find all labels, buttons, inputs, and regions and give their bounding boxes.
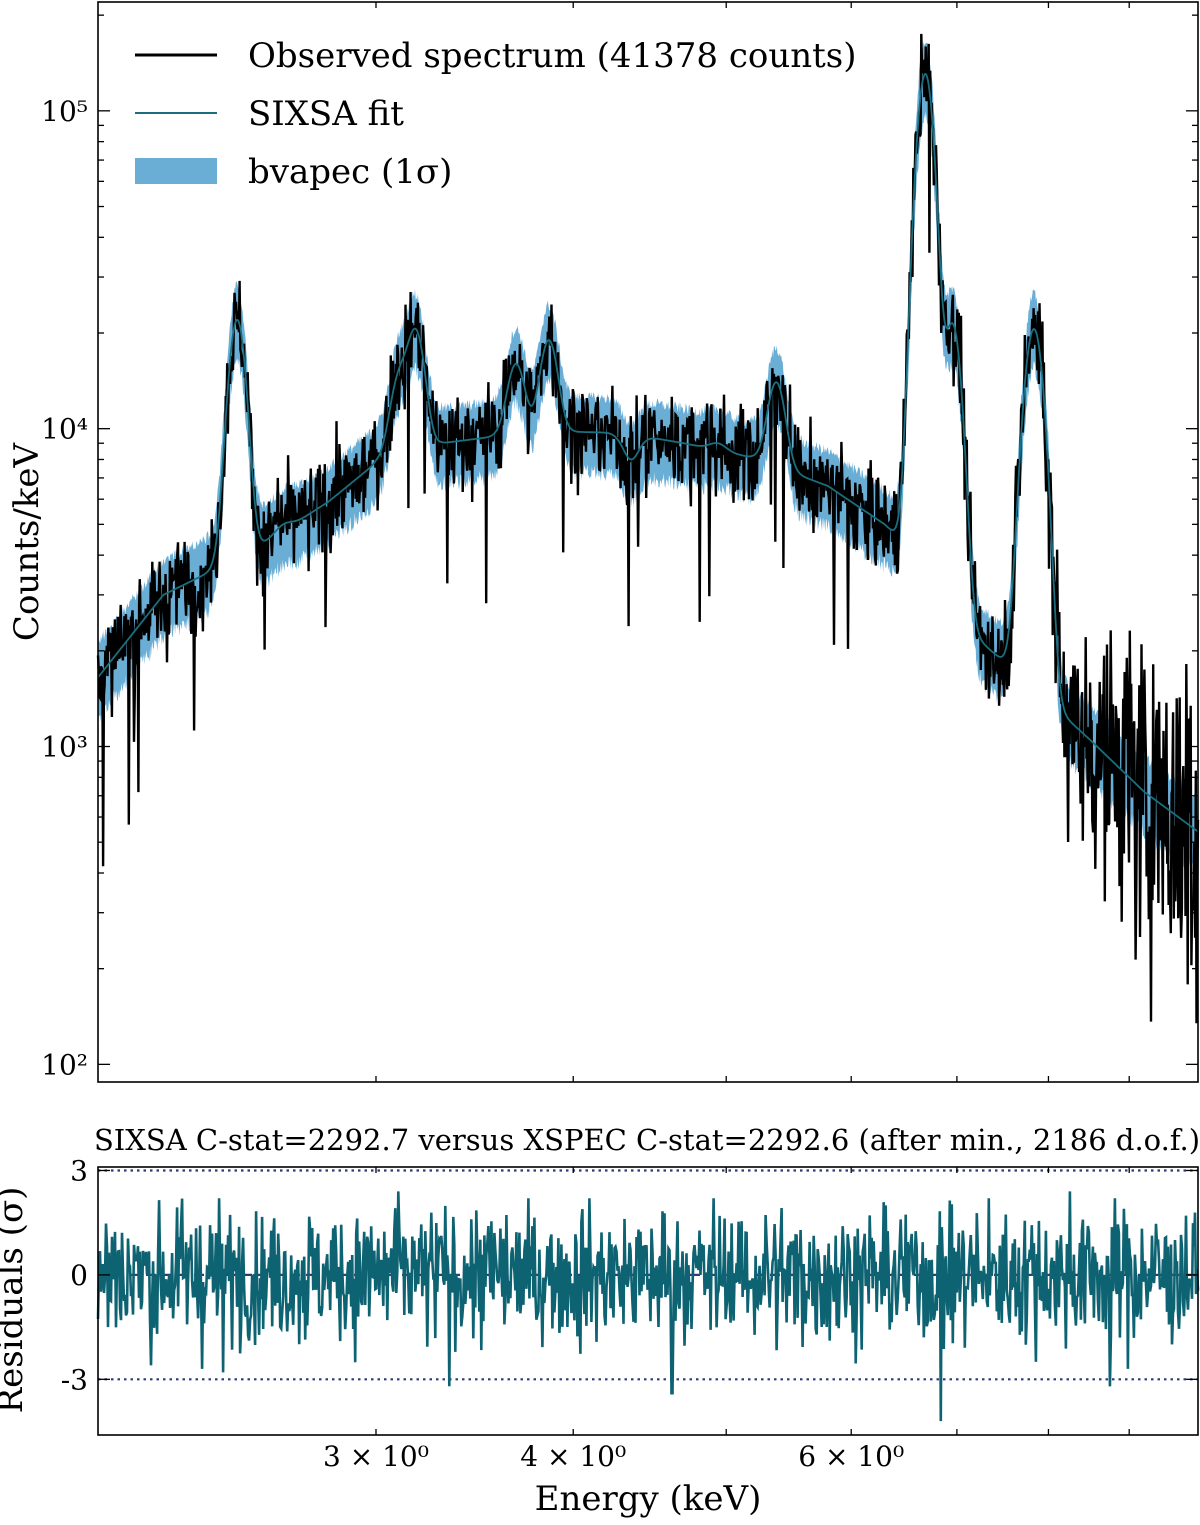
spectrum-ticks: 10² 10³ 10⁴ 10⁵ xyxy=(41,2,1198,1082)
residuals-line xyxy=(96,1191,1200,1422)
x-tick-label: 3 × 10⁰ xyxy=(323,1440,429,1473)
res-y-tick-label: -3 xyxy=(61,1363,88,1396)
y-tick-label: 10² xyxy=(41,1048,88,1081)
sixsa-fit-line xyxy=(97,73,1199,833)
sixsa-fit-layer xyxy=(97,73,1199,833)
legend: Observed spectrum (41378 counts) SIXSA f… xyxy=(135,36,857,192)
residuals-frame xyxy=(97,1166,1199,1436)
x-tick-label: 6 × 10⁰ xyxy=(798,1440,904,1473)
res-y-tick-label: 0 xyxy=(70,1259,88,1292)
x-tick-label: 4 × 10⁰ xyxy=(520,1440,626,1473)
spectrum-frame xyxy=(97,1,1199,1083)
residuals-panel: SIXSA C-stat=2292.7 versus XSPEC C-stat=… xyxy=(0,1123,1200,1519)
y-tick-label: 10⁵ xyxy=(41,95,88,128)
legend-label-band: bvapec (1σ) xyxy=(248,152,452,192)
residuals-series-layer xyxy=(96,1191,1200,1422)
residual-ticks: 3 0 -3 3 × 10⁰ 4 × 10⁰ 6 × 10⁰ xyxy=(61,1154,1198,1473)
legend-swatch-band xyxy=(135,158,217,184)
y-axis-label: Counts/keV xyxy=(7,441,47,641)
x-axis-label: Energy (keV) xyxy=(535,1479,762,1519)
res-y-tick-label: 3 xyxy=(70,1154,88,1187)
residuals-y-label: Residuals (σ) xyxy=(0,1187,31,1414)
legend-label-observed: Observed spectrum (41378 counts) xyxy=(248,36,857,76)
legend-label-fit: SIXSA fit xyxy=(248,94,404,134)
spectrum-panel: 10² 10³ 10⁴ 10⁵ Counts/keV xyxy=(7,1,1200,1083)
y-tick-label: 10³ xyxy=(41,731,88,764)
residuals-title: SIXSA C-stat=2292.7 versus XSPEC C-stat=… xyxy=(94,1123,1200,1157)
y-tick-label: 10⁴ xyxy=(41,413,88,446)
